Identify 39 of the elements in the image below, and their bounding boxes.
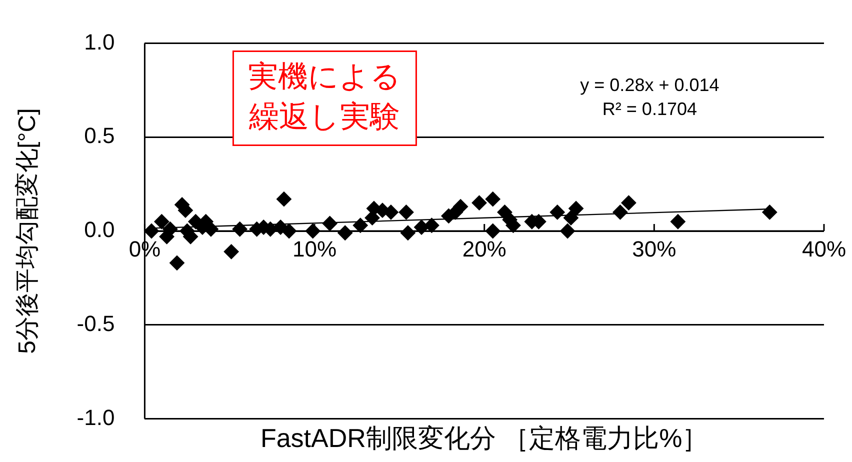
point	[550, 204, 565, 220]
x-tick-label: 40%	[802, 236, 846, 262]
point	[276, 192, 292, 207]
point	[338, 225, 353, 240]
annotation: 実機による	[248, 60, 402, 94]
point	[352, 218, 368, 233]
point	[305, 224, 320, 238]
point	[560, 224, 576, 238]
y-tick-label: -0.5	[76, 310, 115, 336]
x-tick-label: 30%	[632, 236, 676, 262]
point	[169, 255, 184, 270]
point	[282, 224, 297, 238]
y-axis-title: 5分後平均勾配変化[°C]	[14, 108, 42, 354]
point	[472, 195, 487, 210]
point	[232, 222, 248, 237]
point	[762, 204, 778, 220]
point	[144, 224, 159, 238]
point	[621, 195, 636, 210]
point	[485, 192, 500, 207]
point	[154, 214, 170, 230]
point	[563, 210, 578, 226]
point	[612, 204, 628, 220]
annotation: y = 0.28x + 0.014 R² = 0.1704	[580, 75, 720, 120]
y-tick-label: 1.0	[84, 29, 115, 54]
point	[568, 200, 584, 216]
point	[485, 224, 500, 238]
point	[224, 244, 239, 260]
point	[398, 204, 414, 220]
point	[322, 216, 338, 231]
y-tick-label: 0.0	[84, 217, 115, 242]
point	[424, 218, 440, 233]
point	[400, 225, 416, 240]
annotation: 繰返し実験	[248, 100, 400, 134]
x-tick-label: 10%	[292, 236, 337, 262]
x-axis-title: FastADR制限変化分 ［定格電力比%］	[260, 423, 708, 454]
y-tick-label: -1.0	[76, 404, 115, 430]
point	[670, 214, 686, 230]
x-tick-label: 20%	[462, 236, 506, 262]
y-tick-label: 0.5	[84, 123, 115, 148]
